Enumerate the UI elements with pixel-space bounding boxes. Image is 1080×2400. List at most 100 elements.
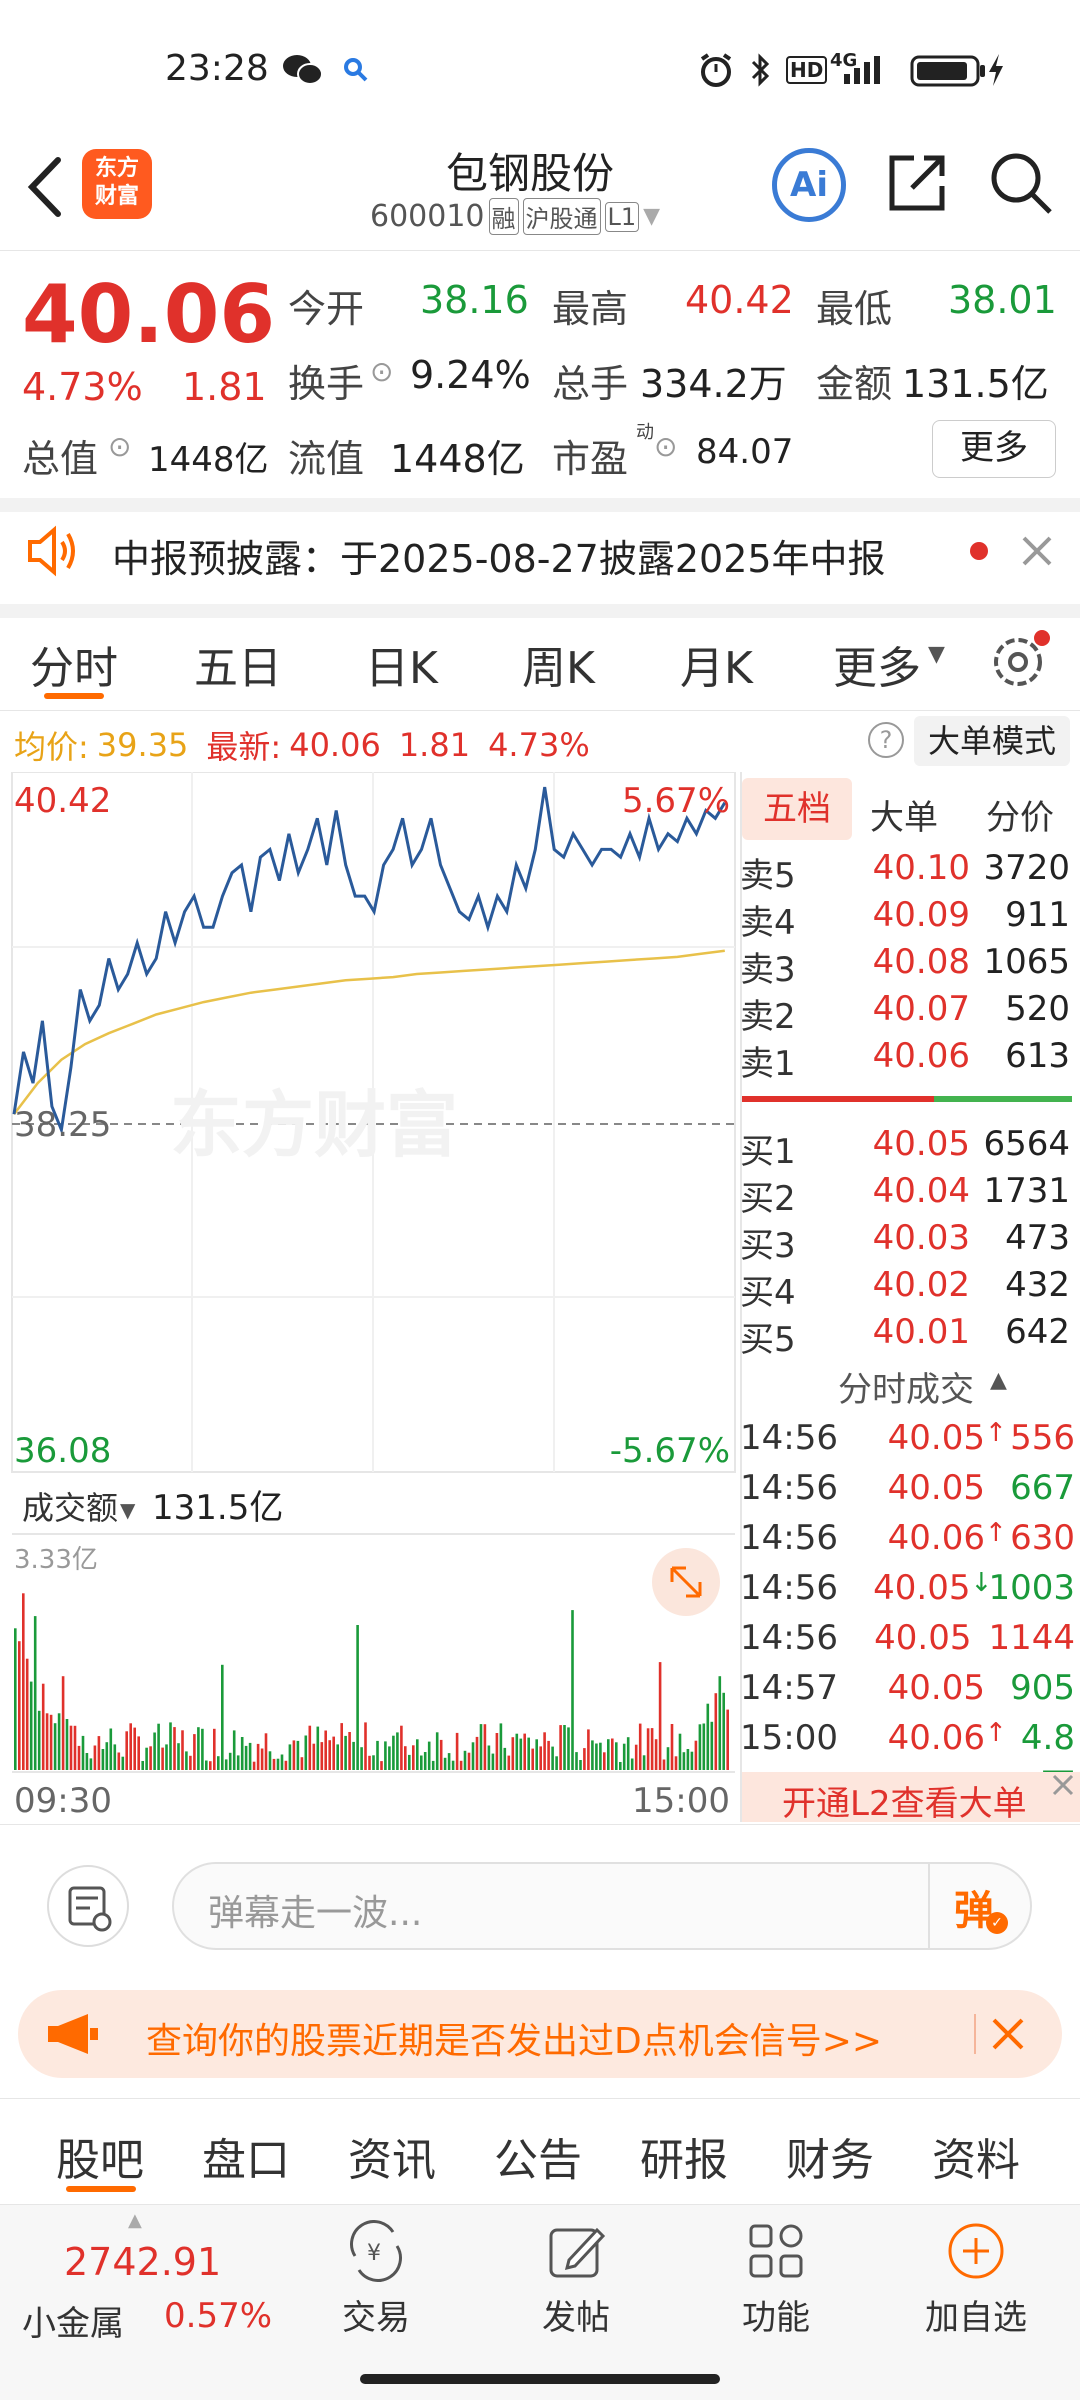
volume-bar bbox=[65, 1719, 69, 1770]
volume-bar bbox=[292, 1740, 296, 1770]
promo-banner[interactable]: 查询你的股票近期是否发出过D点机会信号>> bbox=[18, 1990, 1062, 2078]
help-icon[interactable]: ? bbox=[868, 722, 904, 758]
tab-more[interactable]: 更多 bbox=[833, 643, 921, 694]
avg-price-line bbox=[13, 949, 725, 1115]
draft-icon[interactable] bbox=[46, 1864, 130, 1948]
active-tab-indicator bbox=[66, 2186, 136, 2192]
bids-row[interactable]: 买2 40.04 1731 bbox=[740, 1171, 1070, 1220]
close-icon[interactable] bbox=[1048, 1770, 1078, 1800]
tab-price-dist[interactable]: 分价 bbox=[986, 798, 1054, 838]
tab-guba[interactable]: 股吧 bbox=[56, 2135, 144, 2186]
pe-sup: 动 bbox=[636, 422, 654, 443]
index-pct[interactable]: 0.57% bbox=[164, 2296, 273, 2336]
tab-weekly-k[interactable]: 周K bbox=[522, 643, 595, 694]
search-icon[interactable] bbox=[988, 150, 1054, 216]
comment-placeholder: 弹幕走一波... bbox=[208, 1893, 423, 1934]
info-icon[interactable]: ⊙ bbox=[108, 430, 132, 463]
volume-bar bbox=[364, 1722, 367, 1770]
tab-intraday[interactable]: 分时 bbox=[30, 643, 118, 694]
tab-pankou[interactable]: 盘口 bbox=[202, 2135, 290, 2186]
volume-bar bbox=[213, 1728, 216, 1770]
tab-profile[interactable]: 资料 bbox=[932, 2135, 1020, 2186]
comment-input[interactable]: 弹幕走一波... 弹 ✓ bbox=[172, 1862, 1032, 1950]
bids-row[interactable]: 买1 40.05 6564 bbox=[740, 1124, 1070, 1173]
index-name[interactable]: 小金属 bbox=[22, 2304, 124, 2344]
nav-trade[interactable]: ¥ 交易 bbox=[276, 2220, 476, 2339]
tab-daily-k[interactable]: 日K bbox=[365, 643, 438, 694]
asks-price: 40.07 bbox=[872, 989, 970, 1029]
volume-bar bbox=[193, 1734, 196, 1770]
amount-label: 金额 bbox=[816, 362, 893, 406]
volume-bar bbox=[384, 1741, 387, 1770]
l2-banner-text[interactable]: 开通L2查看大单 bbox=[782, 1784, 1027, 1824]
tick-direction-icon bbox=[971, 1618, 988, 1658]
bids-row[interactable]: 买4 40.02 432 bbox=[740, 1265, 1070, 1314]
nav-add-watchlist[interactable]: 加自选 bbox=[876, 2220, 1076, 2339]
asks-row[interactable]: 卖4 40.09 911 bbox=[740, 895, 1070, 944]
connect-tag: 沪股通 bbox=[522, 198, 601, 235]
tick-volume: 630 bbox=[1010, 1518, 1075, 1558]
volume-bar bbox=[109, 1728, 113, 1770]
volume-bar bbox=[471, 1742, 475, 1770]
volume-bar bbox=[22, 1593, 25, 1770]
volume-bar bbox=[619, 1762, 622, 1770]
volume-bar bbox=[666, 1747, 670, 1770]
volume-bar bbox=[495, 1733, 499, 1770]
caret-down-icon[interactable]: ▼ bbox=[643, 204, 661, 229]
tab-finance[interactable]: 财务 bbox=[786, 2135, 874, 2186]
low-label: 最低 bbox=[816, 287, 893, 331]
promo-text[interactable]: 查询你的股票近期是否发出过D点机会信号>> bbox=[146, 2021, 883, 2062]
nav-post[interactable]: 发帖 bbox=[476, 2220, 676, 2339]
tab-big-orders[interactable]: 大单 bbox=[870, 798, 938, 838]
asks-row[interactable]: 卖3 40.08 1065 bbox=[740, 942, 1070, 991]
l2-banner[interactable] bbox=[742, 1772, 1080, 1822]
grid-icon bbox=[749, 2224, 803, 2278]
ai-button[interactable]: Ai bbox=[772, 148, 846, 222]
info-icon[interactable]: ⊙ bbox=[370, 355, 394, 388]
back-icon[interactable] bbox=[22, 152, 66, 222]
open-value: 38.16 bbox=[420, 278, 529, 322]
volume-bar bbox=[431, 1760, 435, 1770]
volume-bar bbox=[571, 1610, 574, 1770]
info-icon[interactable]: ⊙ bbox=[654, 430, 678, 463]
volume-bar bbox=[563, 1725, 566, 1770]
volume-bar bbox=[463, 1750, 467, 1770]
intraday-chart[interactable]: 东方财富 40.42 5.67% 38.25 36.08 -5.67% 成交额 … bbox=[0, 772, 740, 1822]
share-icon[interactable] bbox=[884, 150, 950, 216]
volume-bar bbox=[141, 1761, 144, 1770]
volume-bar bbox=[185, 1751, 188, 1770]
big-order-mode-button[interactable]: 大单模式 bbox=[914, 716, 1070, 766]
volume-bar bbox=[718, 1676, 722, 1770]
asks-row[interactable]: 卖1 40.06 613 bbox=[740, 1036, 1070, 1085]
notice-text[interactable]: 中报预披露：于2025-08-27披露2025年中报 bbox=[112, 537, 886, 581]
bids-row[interactable]: 买3 40.03 473 bbox=[740, 1218, 1070, 1267]
avg-label: 均价: bbox=[14, 728, 89, 766]
volume-bar bbox=[575, 1752, 578, 1770]
asks-row[interactable]: 卖5 40.10 3720 bbox=[740, 848, 1070, 897]
close-icon[interactable] bbox=[990, 2016, 1026, 2052]
tab-5day[interactable]: 五日 bbox=[194, 643, 282, 694]
tab-research[interactable]: 研报 bbox=[640, 2135, 728, 2186]
tick-direction-icon: ↑ bbox=[985, 1518, 1007, 1548]
volume-bar bbox=[531, 1748, 534, 1770]
tab-announcements[interactable]: 公告 bbox=[494, 2135, 582, 2186]
settings-icon[interactable] bbox=[990, 628, 1056, 690]
tab-news[interactable]: 资讯 bbox=[348, 2135, 436, 2186]
float-label: 流值 bbox=[288, 437, 365, 481]
volume-bar bbox=[551, 1746, 554, 1770]
volume-bar bbox=[145, 1747, 148, 1770]
volume-bar bbox=[487, 1745, 491, 1770]
volume-bar bbox=[228, 1752, 232, 1770]
asks-row[interactable]: 卖2 40.07 520 bbox=[740, 989, 1070, 1038]
tick-volume: 1003 bbox=[988, 1568, 1075, 1608]
ticks-title[interactable]: 分时成交 bbox=[838, 1370, 974, 1410]
tab-monthly-k[interactable]: 月K bbox=[680, 643, 753, 694]
nav-functions[interactable]: 功能 bbox=[676, 2220, 876, 2339]
more-button[interactable]: 更多 bbox=[932, 420, 1056, 478]
bids-row[interactable]: 买5 40.01 642 bbox=[740, 1312, 1070, 1361]
tab-five-levels[interactable]: 五档 bbox=[742, 778, 852, 840]
stock-name: 包钢股份 bbox=[445, 149, 614, 198]
volume-bar bbox=[475, 1736, 479, 1770]
index-value[interactable]: 2742.91 bbox=[64, 2240, 222, 2284]
close-icon[interactable] bbox=[1020, 534, 1054, 568]
